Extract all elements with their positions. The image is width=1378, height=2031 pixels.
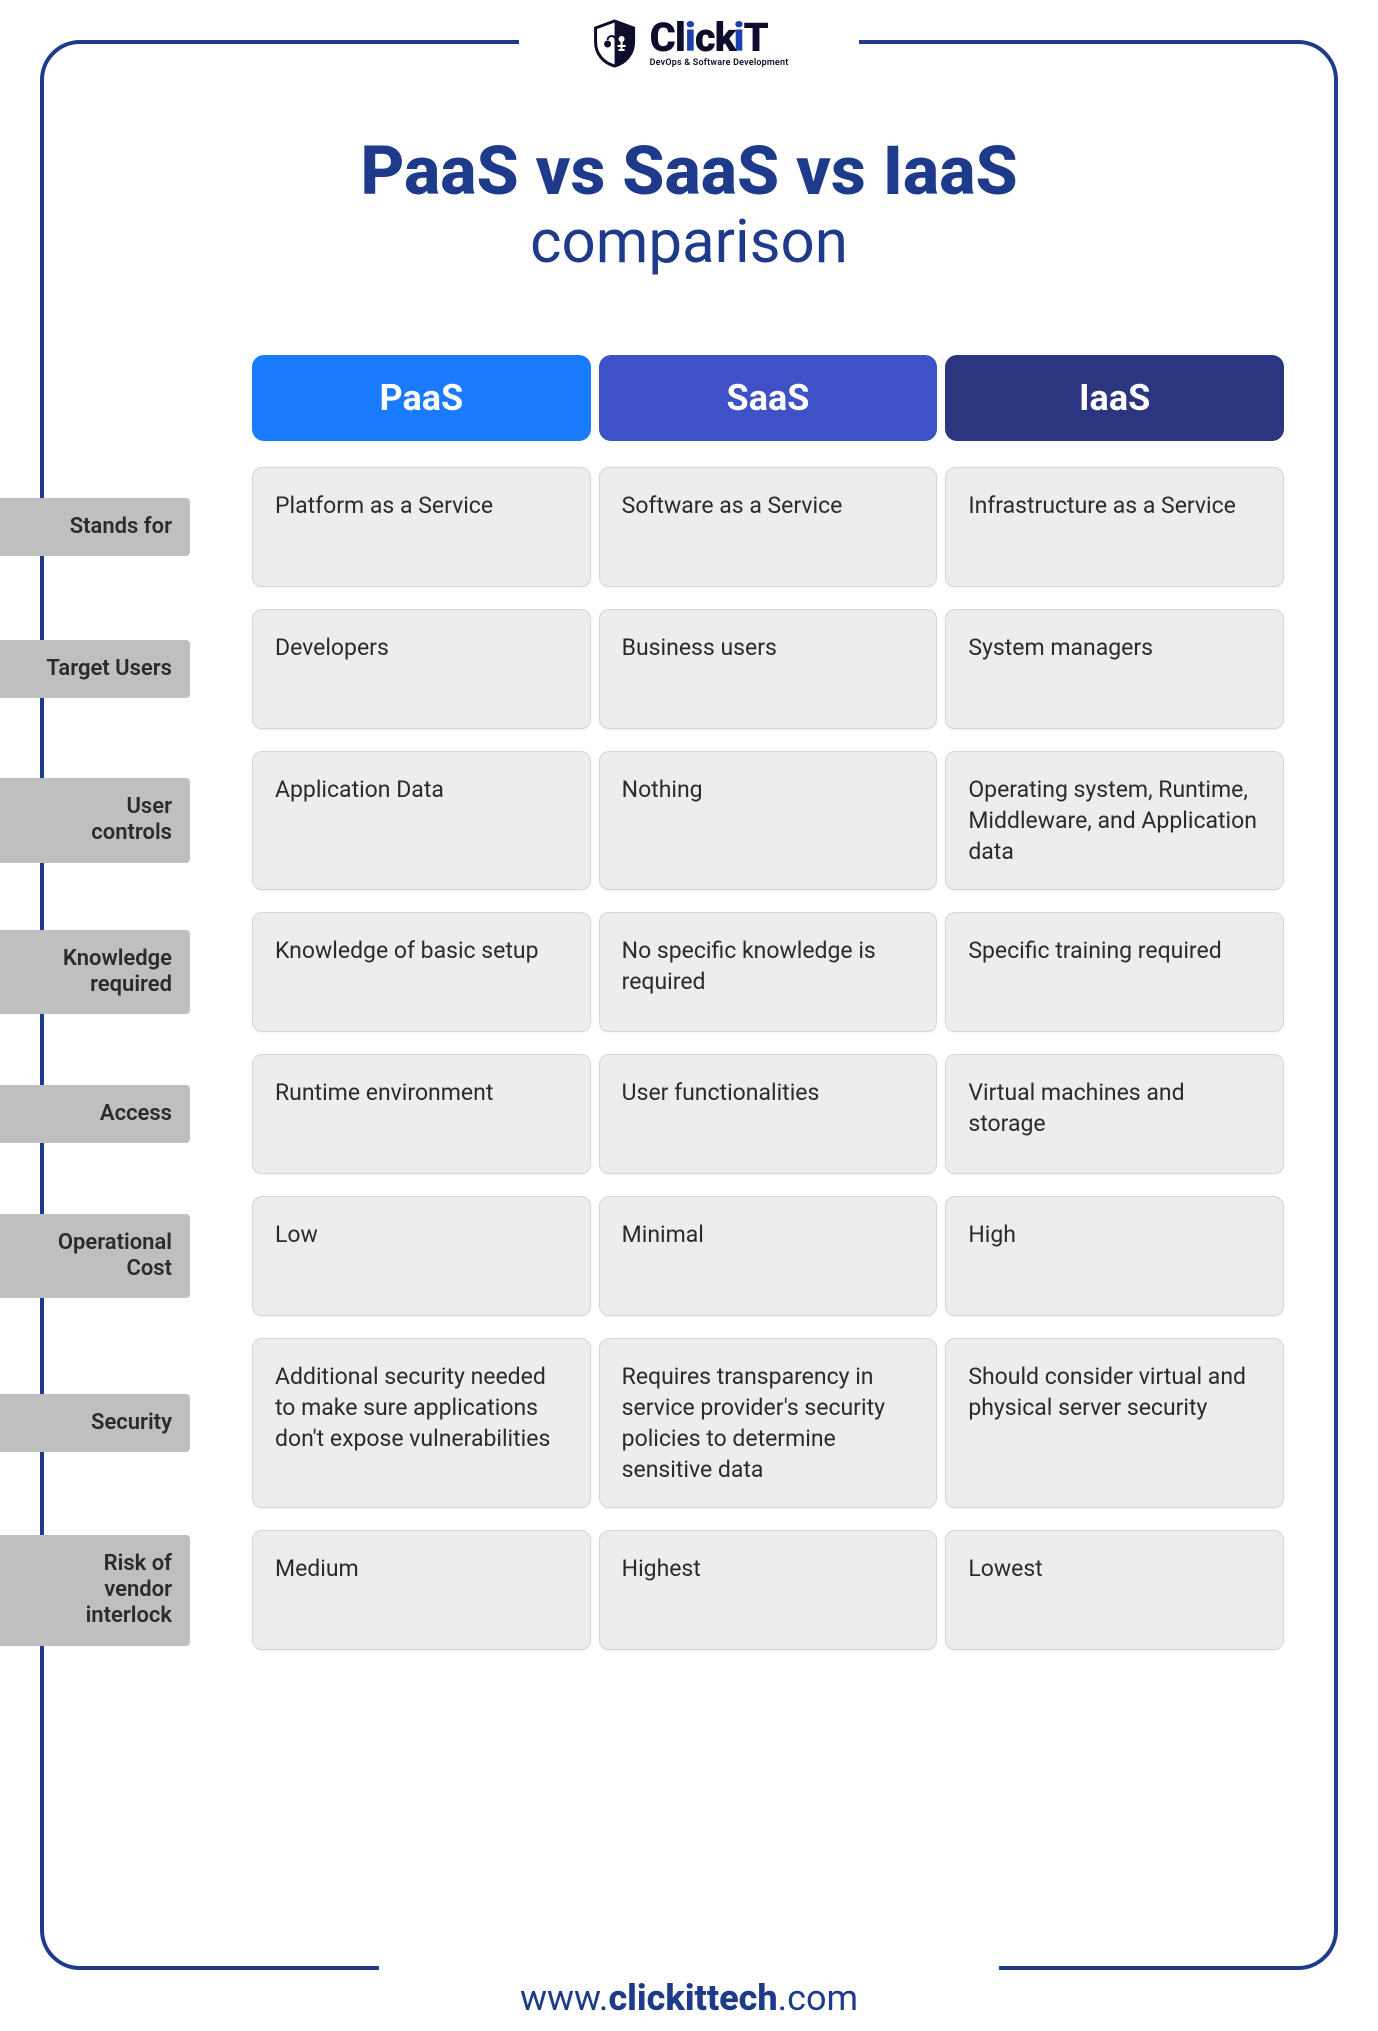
table-row: Stands forPlatform as a ServiceSoftware … <box>44 467 1284 587</box>
cell-saas: Nothing <box>599 751 938 890</box>
cell-saas: Highest <box>599 1530 938 1650</box>
cell-paas: Knowledge of basic setup <box>252 912 591 1032</box>
cell-paas: Platform as a Service <box>252 467 591 587</box>
title-main: PaaS vs SaaS vs IaaS <box>94 134 1284 209</box>
row-label: Target Users <box>0 640 190 698</box>
table-header-row: PaaS SaaS IaaS <box>44 355 1284 441</box>
cell-iaas: Infrastructure as a Service <box>945 467 1284 587</box>
row-label: Knowledge required <box>0 930 190 1015</box>
content-frame: PaaS vs SaaS vs IaaS comparison PaaS Saa… <box>40 40 1338 1970</box>
cell-saas: No specific knowledge is required <box>599 912 938 1032</box>
cell-iaas: Specific training required <box>945 912 1284 1032</box>
table-row: AccessRuntime environmentUser functional… <box>44 1054 1284 1174</box>
url-suffix: .com <box>778 1977 858 2019</box>
cell-saas: Requires transparency in service provide… <box>599 1338 938 1508</box>
url-domain: clickittech <box>608 1977 777 2019</box>
table-row: Operational CostLowMinimalHigh <box>44 1196 1284 1316</box>
table-row: SecurityAdditional security needed to ma… <box>44 1338 1284 1508</box>
cell-paas: Runtime environment <box>252 1054 591 1174</box>
brand-logo: ClickiT DevOps & Software Development <box>570 18 809 68</box>
row-label: Access <box>0 1085 190 1143</box>
cell-iaas: Operating system, Runtime, Middleware, a… <box>945 751 1284 890</box>
cell-saas: Software as a Service <box>599 467 938 587</box>
table-row: User controlsApplication DataNothingOper… <box>44 751 1284 890</box>
brand-tagline: DevOps & Software Development <box>650 58 789 68</box>
cell-paas: Medium <box>252 1530 591 1650</box>
brand-name: ClickiT <box>650 18 789 58</box>
table-row: Knowledge requiredKnowledge of basic set… <box>44 912 1284 1032</box>
row-label: User controls <box>0 778 190 863</box>
col-header-paas: PaaS <box>252 355 591 441</box>
cell-iaas: Should consider virtual and physical ser… <box>945 1338 1284 1508</box>
cell-iaas: Lowest <box>945 1530 1284 1650</box>
cell-iaas: Virtual machines and storage <box>945 1054 1284 1174</box>
table-row: Risk of vendor interlockMediumHighestLow… <box>44 1530 1284 1650</box>
cell-saas: User functionalities <box>599 1054 938 1174</box>
row-label: Operational Cost <box>0 1214 190 1299</box>
footer-url: www.clickittech.com <box>490 1977 888 2019</box>
cell-paas: Developers <box>252 609 591 729</box>
cell-saas: Minimal <box>599 1196 938 1316</box>
cell-paas: Low <box>252 1196 591 1316</box>
col-header-saas: SaaS <box>599 355 938 441</box>
cell-iaas: High <box>945 1196 1284 1316</box>
col-header-iaas: IaaS <box>945 355 1284 441</box>
row-label: Security <box>0 1394 190 1452</box>
table-row: Target UsersDevelopersBusiness usersSyst… <box>44 609 1284 729</box>
page-title: PaaS vs SaaS vs IaaS comparison <box>44 134 1284 275</box>
comparison-table: PaaS SaaS IaaS Stands forPlatform as a S… <box>44 355 1284 1650</box>
cell-saas: Business users <box>599 609 938 729</box>
url-prefix: www. <box>520 1977 608 2019</box>
row-label: Risk of vendor interlock <box>0 1535 190 1646</box>
cell-iaas: System managers <box>945 609 1284 729</box>
row-label: Stands for <box>0 498 190 556</box>
cell-paas: Additional security needed to make sure … <box>252 1338 591 1508</box>
cell-paas: Application Data <box>252 751 591 890</box>
title-sub: comparison <box>94 209 1284 275</box>
shield-icon <box>590 18 640 68</box>
